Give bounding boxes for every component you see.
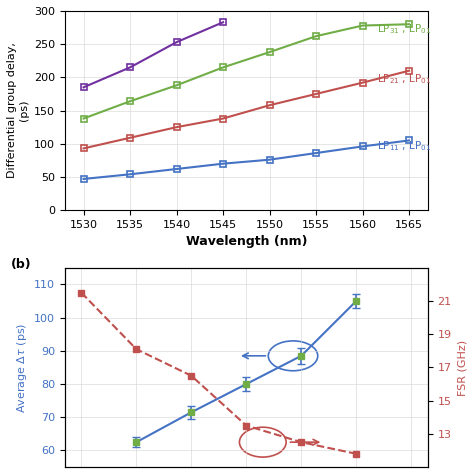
Text: LP$_{21}$ , LP$_{01}$: LP$_{21}$ , LP$_{01}$ <box>376 72 431 86</box>
Text: LP$_{11}$ , LP$_{01}$: LP$_{11}$ , LP$_{01}$ <box>376 139 431 153</box>
Y-axis label: Differential group delay,
(ps): Differential group delay, (ps) <box>7 43 28 179</box>
Text: (b): (b) <box>10 258 31 271</box>
Y-axis label: Average $\Delta\tau$ (ps): Average $\Delta\tau$ (ps) <box>15 322 28 413</box>
X-axis label: Wavelength (nm): Wavelength (nm) <box>185 236 307 248</box>
Text: LP$_{31}$ , LP$_{01}$: LP$_{31}$ , LP$_{01}$ <box>376 23 431 36</box>
Y-axis label: FSR (GHz): FSR (GHz) <box>457 339 467 395</box>
